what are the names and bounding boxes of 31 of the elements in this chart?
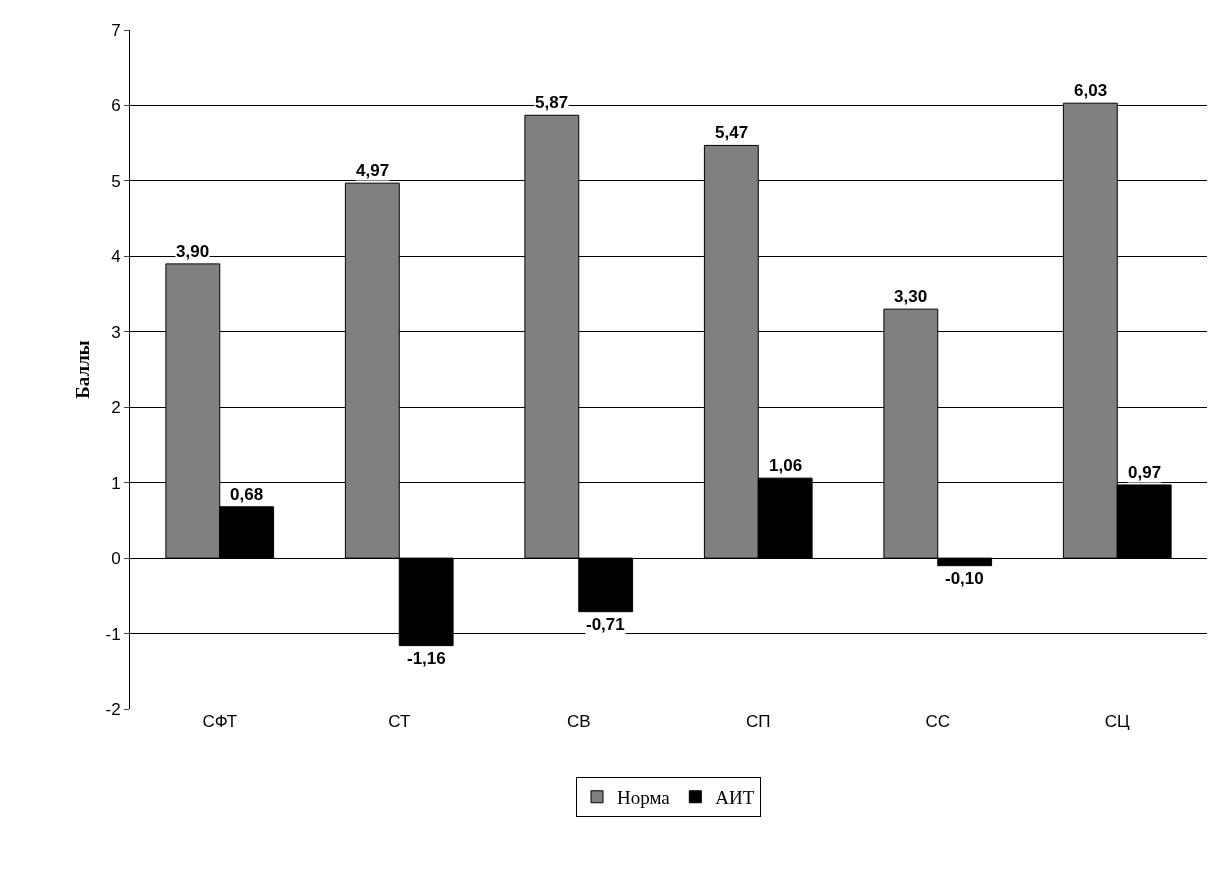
y-tick-label: 6 — [111, 96, 121, 116]
y-tick-label: 4 — [111, 247, 121, 267]
y-axis-title: Баллы — [72, 340, 94, 399]
x-tick-label: СВ — [566, 712, 591, 731]
data-label: 1,06 — [769, 456, 803, 475]
data-label: 6,03 — [1074, 81, 1108, 100]
data-label: 0,68 — [230, 485, 264, 504]
x-tick-label: СФТ — [202, 712, 238, 731]
legend-label: Норма — [617, 787, 671, 809]
data-label: -1,16 — [407, 649, 446, 668]
data-label: 3,30 — [894, 287, 928, 306]
data-label: 0,97 — [1128, 463, 1162, 482]
x-tick-label: СЦ — [1104, 712, 1131, 731]
data-label: 5,47 — [715, 123, 749, 142]
data-label: 4,97 — [356, 161, 390, 180]
y-tick-label: 7 — [111, 20, 121, 40]
data-label: -0,10 — [945, 569, 984, 588]
data-label: 3,90 — [176, 242, 210, 261]
y-tick-label: 2 — [111, 398, 121, 418]
y-tick-label: -1 — [105, 624, 121, 644]
legend-label: АИТ — [715, 787, 755, 809]
x-tick-label: СС — [925, 712, 951, 731]
y-tick-label: 1 — [111, 473, 121, 493]
x-tick-label: СТ — [388, 712, 411, 731]
x-tick-label: СП — [746, 712, 771, 731]
y-tick-label: 0 — [111, 549, 121, 569]
y-tick-label: -2 — [105, 699, 121, 719]
y-tick-label: 3 — [111, 322, 121, 342]
data-label: -0,71 — [586, 615, 625, 634]
data-label: 5,87 — [535, 93, 569, 112]
y-tick-label: 5 — [111, 171, 121, 191]
